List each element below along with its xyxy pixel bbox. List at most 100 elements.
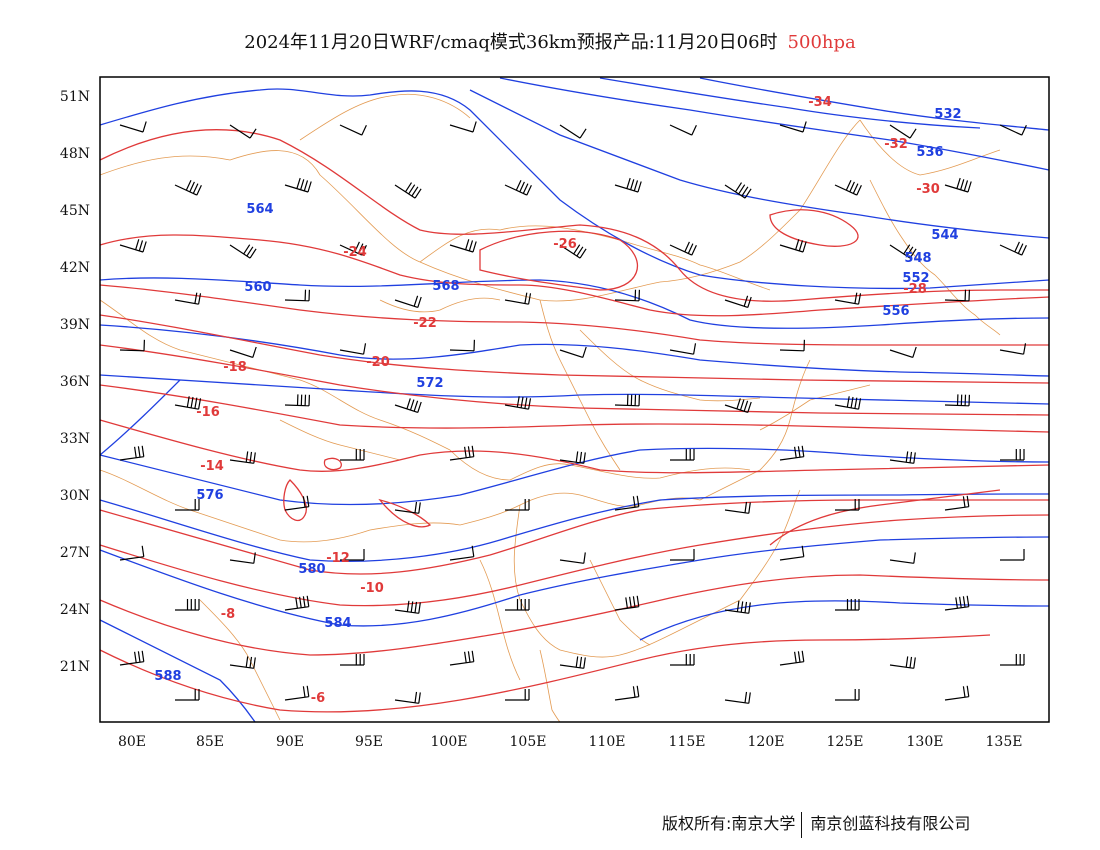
wind-barb — [504, 396, 532, 410]
wind-barb — [175, 689, 200, 701]
wind-barb — [394, 501, 421, 514]
wind-barb — [944, 595, 970, 611]
temp-label-6: -6 — [311, 691, 325, 706]
wind-barb — [835, 499, 860, 511]
wind-barb — [614, 394, 640, 407]
wind-barb — [944, 289, 970, 302]
wind-barb — [944, 685, 970, 701]
wind-barb — [614, 289, 640, 302]
lat-label-30n: 30N — [60, 488, 90, 504]
wind-barb — [449, 650, 475, 666]
temp-label-10: -10 — [360, 581, 384, 596]
temp-label-34: -34 — [808, 95, 832, 110]
wind-barb — [504, 180, 532, 196]
temperature-labels: -34 -32 -30 -28 -26 -24 -22 -20 -18 -16 … — [196, 95, 940, 706]
lat-label-45n: 45N — [60, 203, 90, 219]
wind-barb — [559, 124, 587, 139]
wind-barb — [119, 445, 145, 461]
wind-barb — [449, 545, 475, 561]
wind-barb — [724, 182, 752, 199]
lon-label-85e: 85E — [196, 734, 224, 750]
copyright-left: 版权所有:南京大学 — [662, 814, 796, 833]
wind-barb — [449, 339, 475, 352]
wind-barb — [724, 691, 751, 704]
height-label-580: 580 — [298, 562, 325, 577]
wind-barb — [834, 396, 862, 410]
border-lines — [99, 93, 1001, 723]
lat-label-36n: 36N — [60, 374, 90, 390]
wind-barb — [835, 689, 860, 701]
temp-label-28: -28 — [903, 282, 927, 297]
wind-barbs — [119, 121, 1027, 704]
height-label-584: 584 — [324, 616, 351, 631]
lat-label-33n: 33N — [60, 431, 90, 447]
wind-barb — [999, 343, 1027, 355]
lon-label-130e: 130E — [907, 734, 944, 750]
wind-barb — [229, 552, 256, 564]
temp-label-26: -26 — [553, 237, 577, 252]
wind-barb — [394, 691, 421, 704]
height-label-532: 532 — [934, 107, 961, 122]
wind-barb — [284, 595, 310, 611]
lat-label-51n: 51N — [60, 89, 90, 105]
wind-barb — [889, 244, 917, 259]
wind-barb — [119, 545, 145, 561]
wind-barb — [504, 292, 532, 305]
temp-label-32: -32 — [884, 137, 908, 152]
wind-barb — [779, 239, 807, 253]
wind-barb — [284, 394, 310, 407]
copyright-footer: 版权所有:南京大学 南京创蓝科技有限公司 — [662, 810, 970, 838]
wind-barb — [284, 685, 310, 701]
wind-barb — [394, 398, 422, 413]
wind-barb — [614, 495, 640, 511]
wind-barb — [724, 501, 751, 514]
wind-barb — [670, 654, 695, 666]
map-title: 2024年11月20日WRF/cmaq模式36km预报产品:11月20日06时 5… — [0, 28, 1100, 54]
wind-barb — [999, 124, 1027, 136]
wind-barb — [394, 182, 422, 199]
wind-barb — [889, 451, 916, 464]
wind-barb — [229, 346, 257, 358]
temp-label-12: -12 — [326, 551, 350, 566]
wind-barb — [229, 656, 256, 669]
temperature-contours — [99, 128, 1050, 713]
height-label-576: 576 — [196, 488, 223, 503]
wind-barb — [999, 241, 1027, 256]
wind-barb — [889, 346, 917, 358]
height-label-568: 568 — [432, 279, 459, 294]
temp-label-16: -16 — [196, 405, 220, 420]
wind-barb — [559, 451, 586, 464]
height-labels: 532 536 544 548 552 556 560 564 568 572 … — [154, 107, 961, 684]
wind-barb — [174, 396, 202, 410]
wind-barb — [724, 398, 752, 413]
wind-barb — [779, 339, 805, 352]
wind-barb — [284, 177, 312, 193]
wind-barb — [669, 241, 697, 256]
lon-label-90e: 90E — [276, 734, 304, 750]
wind-barb — [175, 499, 200, 511]
wind-barb — [505, 689, 530, 701]
wind-barb — [559, 244, 587, 259]
lat-label-42n: 42N — [60, 260, 90, 276]
wind-barb — [779, 650, 805, 666]
wind-barb — [779, 121, 807, 133]
wind-barb — [614, 685, 640, 701]
lat-label-24n: 24N — [60, 602, 90, 618]
height-label-548: 548 — [904, 251, 931, 266]
title-main: 2024年11月20日WRF/cmaq模式36km预报产品:11月20日06时 — [244, 32, 778, 53]
wind-barb — [559, 552, 586, 564]
wind-barb — [835, 599, 860, 611]
wind-barb — [340, 654, 365, 666]
height-label-536: 536 — [916, 145, 943, 160]
lat-label-39n: 39N — [60, 317, 90, 333]
wind-barb — [834, 292, 862, 305]
wind-barb — [670, 549, 695, 561]
lat-label-21n: 21N — [60, 659, 90, 675]
wind-barb — [339, 343, 367, 355]
wind-barb — [229, 244, 257, 259]
height-label-564: 564 — [246, 202, 273, 217]
wind-barb — [779, 545, 805, 561]
wind-barb — [229, 124, 257, 139]
lon-label-95e: 95E — [355, 734, 383, 750]
